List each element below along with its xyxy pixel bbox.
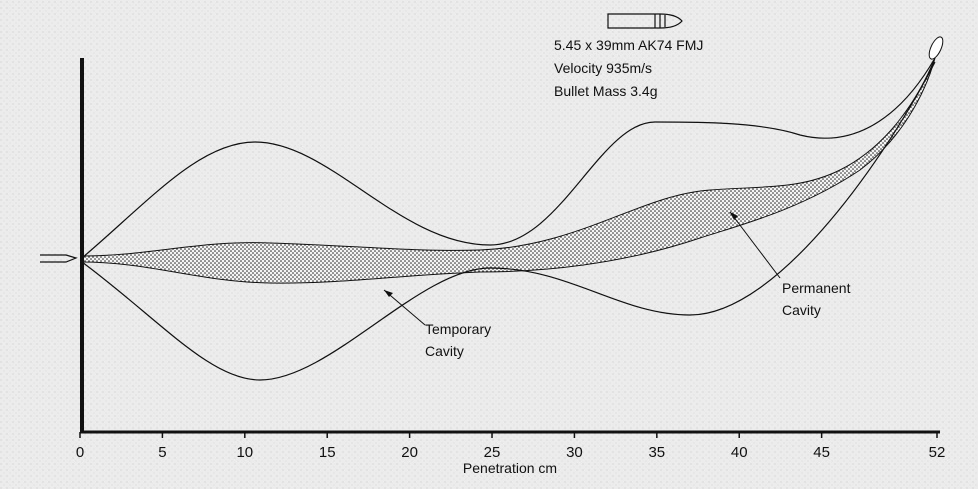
x-tick-label: 20	[401, 444, 418, 461]
permanent-arrowhead	[730, 212, 738, 220]
permanent-label: Permanent	[782, 280, 851, 296]
bullet-mass: Bullet Mass 3.4g	[554, 83, 658, 99]
x-tick-label: 25	[484, 444, 501, 461]
temporary-label: Temporary	[425, 321, 491, 337]
permanent-label: Cavity	[782, 302, 821, 318]
x-tick-label: 0	[76, 444, 84, 461]
x-tick-label: 40	[731, 444, 748, 461]
bullet-exit	[928, 36, 944, 60]
temporary-cavity-upper	[81, 57, 936, 259]
x-tick-label: 30	[566, 444, 583, 461]
x-tick-label: 35	[648, 444, 665, 461]
x-tick-label: 5	[158, 444, 166, 461]
x-axis-label: Penetration cm	[463, 460, 557, 476]
x-tick-label: 10	[236, 444, 253, 461]
bullet-icon	[607, 13, 683, 29]
x-tick-label: 45	[813, 444, 830, 461]
temporary-pointer	[383, 289, 426, 326]
bullet-velocity: Velocity 935m/s	[554, 60, 652, 76]
entry-arrow	[40, 254, 78, 263]
x-tick-label: 52	[929, 444, 946, 461]
temporary-label: Cavity	[425, 343, 464, 359]
temporary-arrowhead	[384, 290, 393, 297]
bullet-spec: 5.45 x 39mm AK74 FMJ	[554, 37, 703, 53]
permanent-pointer	[729, 211, 781, 279]
temporary-cavity-lower	[81, 61, 936, 381]
x-tick-label: 15	[319, 444, 336, 461]
